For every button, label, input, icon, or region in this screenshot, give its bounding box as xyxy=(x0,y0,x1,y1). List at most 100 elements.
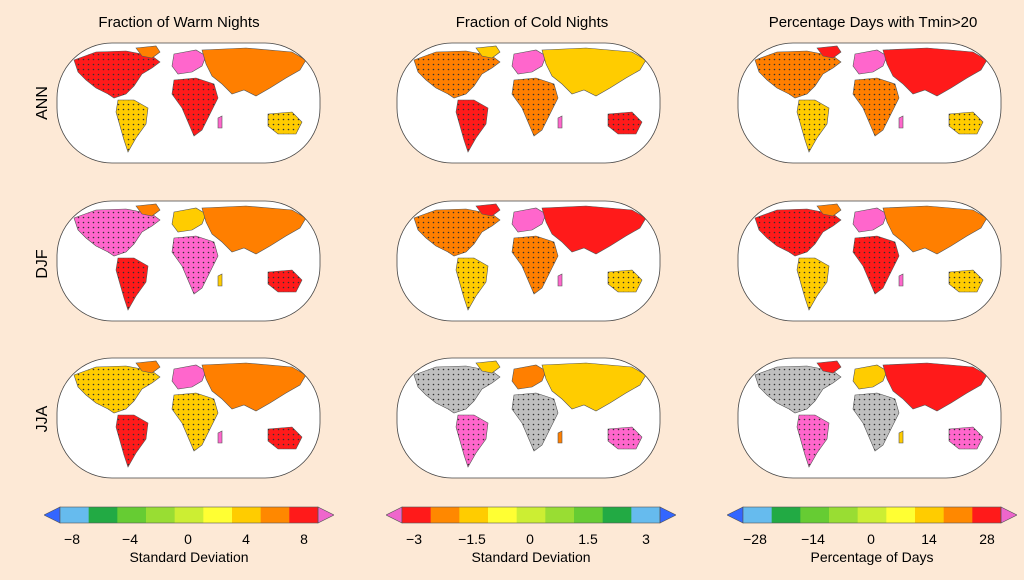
row-label-ann: ANN xyxy=(34,86,51,120)
colorbar-segment xyxy=(402,507,431,523)
land-asia xyxy=(201,205,307,255)
colorbar-tick: −14 xyxy=(801,531,825,547)
stipple-africa xyxy=(172,78,218,136)
map-border xyxy=(737,200,1002,322)
land-madagascar xyxy=(898,273,904,287)
colorbar-frame xyxy=(401,506,661,524)
land-greenland xyxy=(135,203,161,217)
colorbar-tick: 4 xyxy=(242,531,250,547)
colorbar-segment xyxy=(146,507,175,523)
stipple-australia xyxy=(608,270,642,292)
land-greenland xyxy=(135,360,161,374)
colorbar-segment xyxy=(886,507,916,523)
stipple-africa xyxy=(853,393,899,451)
land-europe xyxy=(852,49,888,75)
colorbar-segment xyxy=(430,507,460,523)
map-border xyxy=(56,42,321,164)
stipple-namerica xyxy=(74,51,160,98)
land-greenland xyxy=(475,45,501,59)
stipple-samerica xyxy=(797,415,829,467)
land-greenland xyxy=(816,45,842,59)
colorbar-tick: 1.5 xyxy=(578,531,598,547)
land-greenland xyxy=(475,203,501,217)
colorbar-tick: −1.5 xyxy=(458,531,486,547)
map-tmin-djf xyxy=(737,200,1002,322)
land-europe xyxy=(511,364,547,390)
colorbar-segment xyxy=(88,507,118,523)
land-madagascar xyxy=(898,115,904,129)
colorbar-tick: 28 xyxy=(979,531,995,547)
land-europe xyxy=(511,49,547,75)
map-border xyxy=(396,357,661,479)
colorbar-segment xyxy=(459,507,489,523)
map-tmin-ann xyxy=(737,42,1002,164)
land-asia xyxy=(541,362,647,412)
stipple-namerica xyxy=(414,51,500,98)
row-label-jja: JJA xyxy=(34,405,51,433)
stipple-australia xyxy=(949,270,983,292)
colorbar-segment xyxy=(574,507,603,523)
colorbar-arrow-low xyxy=(44,506,61,524)
land-asia xyxy=(201,47,307,97)
stipple-australia xyxy=(949,112,983,134)
map-border xyxy=(737,42,1002,164)
colorbar-segment xyxy=(915,507,944,523)
colorbar-tick: 0 xyxy=(867,531,875,547)
land-europe xyxy=(171,364,207,390)
colorbar-segment xyxy=(631,507,661,523)
map-border xyxy=(737,357,1002,479)
stipple-australia xyxy=(268,270,302,292)
colorbar-tick: 0 xyxy=(526,531,534,547)
colorbar-segment xyxy=(260,507,290,523)
map-warm-jja xyxy=(56,357,321,479)
colorbar-segment xyxy=(488,507,517,523)
stipple-samerica xyxy=(116,258,148,310)
stipple-samerica xyxy=(456,415,488,467)
colorbar-segment xyxy=(289,507,319,523)
map-cold-djf xyxy=(396,200,661,322)
land-greenland xyxy=(816,360,842,374)
map-warm-djf xyxy=(56,200,321,322)
row-label-djf: DJF xyxy=(34,249,51,279)
land-madagascar xyxy=(557,273,563,287)
stipple-samerica xyxy=(456,100,488,152)
land-europe xyxy=(852,207,888,233)
colorbar-tick: −8 xyxy=(64,531,80,547)
map-border xyxy=(396,200,661,322)
land-asia xyxy=(882,362,988,412)
column-title-warm-nights: Fraction of Warm Nights xyxy=(98,14,260,31)
stipple-samerica xyxy=(797,258,829,310)
map-cold-jja xyxy=(396,357,661,479)
colorbar-segment xyxy=(800,507,830,523)
colorbar-arrow-high xyxy=(659,506,676,524)
colorbar-frame xyxy=(742,506,1002,524)
colorbar-segment xyxy=(203,507,233,523)
land-madagascar xyxy=(217,115,223,129)
land-greenland xyxy=(816,203,842,217)
land-greenland xyxy=(475,360,501,374)
stipple-samerica xyxy=(116,100,148,152)
column-title-cold-nights: Fraction of Cold Nights xyxy=(455,14,609,31)
stipple-namerica xyxy=(414,209,500,256)
colorbar-segment xyxy=(516,507,546,523)
stipple-namerica xyxy=(755,51,841,98)
land-madagascar xyxy=(217,430,223,444)
stipple-africa xyxy=(512,393,558,451)
colorbar-warm xyxy=(44,503,334,527)
stipple-namerica xyxy=(74,366,160,413)
colorbar-tick: −28 xyxy=(743,531,767,547)
map-warm-ann xyxy=(56,42,321,164)
land-asia xyxy=(541,47,647,97)
colorbar-segment xyxy=(60,507,89,523)
land-europe xyxy=(171,207,207,233)
land-asia xyxy=(541,205,647,255)
map-border xyxy=(56,357,321,479)
colorbar-segment xyxy=(174,507,204,523)
land-madagascar xyxy=(898,430,904,444)
colorbar-tick: 8 xyxy=(300,531,308,547)
map-border xyxy=(396,42,661,164)
colorbar-label-warm: Standard Deviation xyxy=(129,549,249,565)
colorbar-tick: 0 xyxy=(184,531,192,547)
stipple-africa xyxy=(512,236,558,294)
stipple-africa xyxy=(172,393,218,451)
